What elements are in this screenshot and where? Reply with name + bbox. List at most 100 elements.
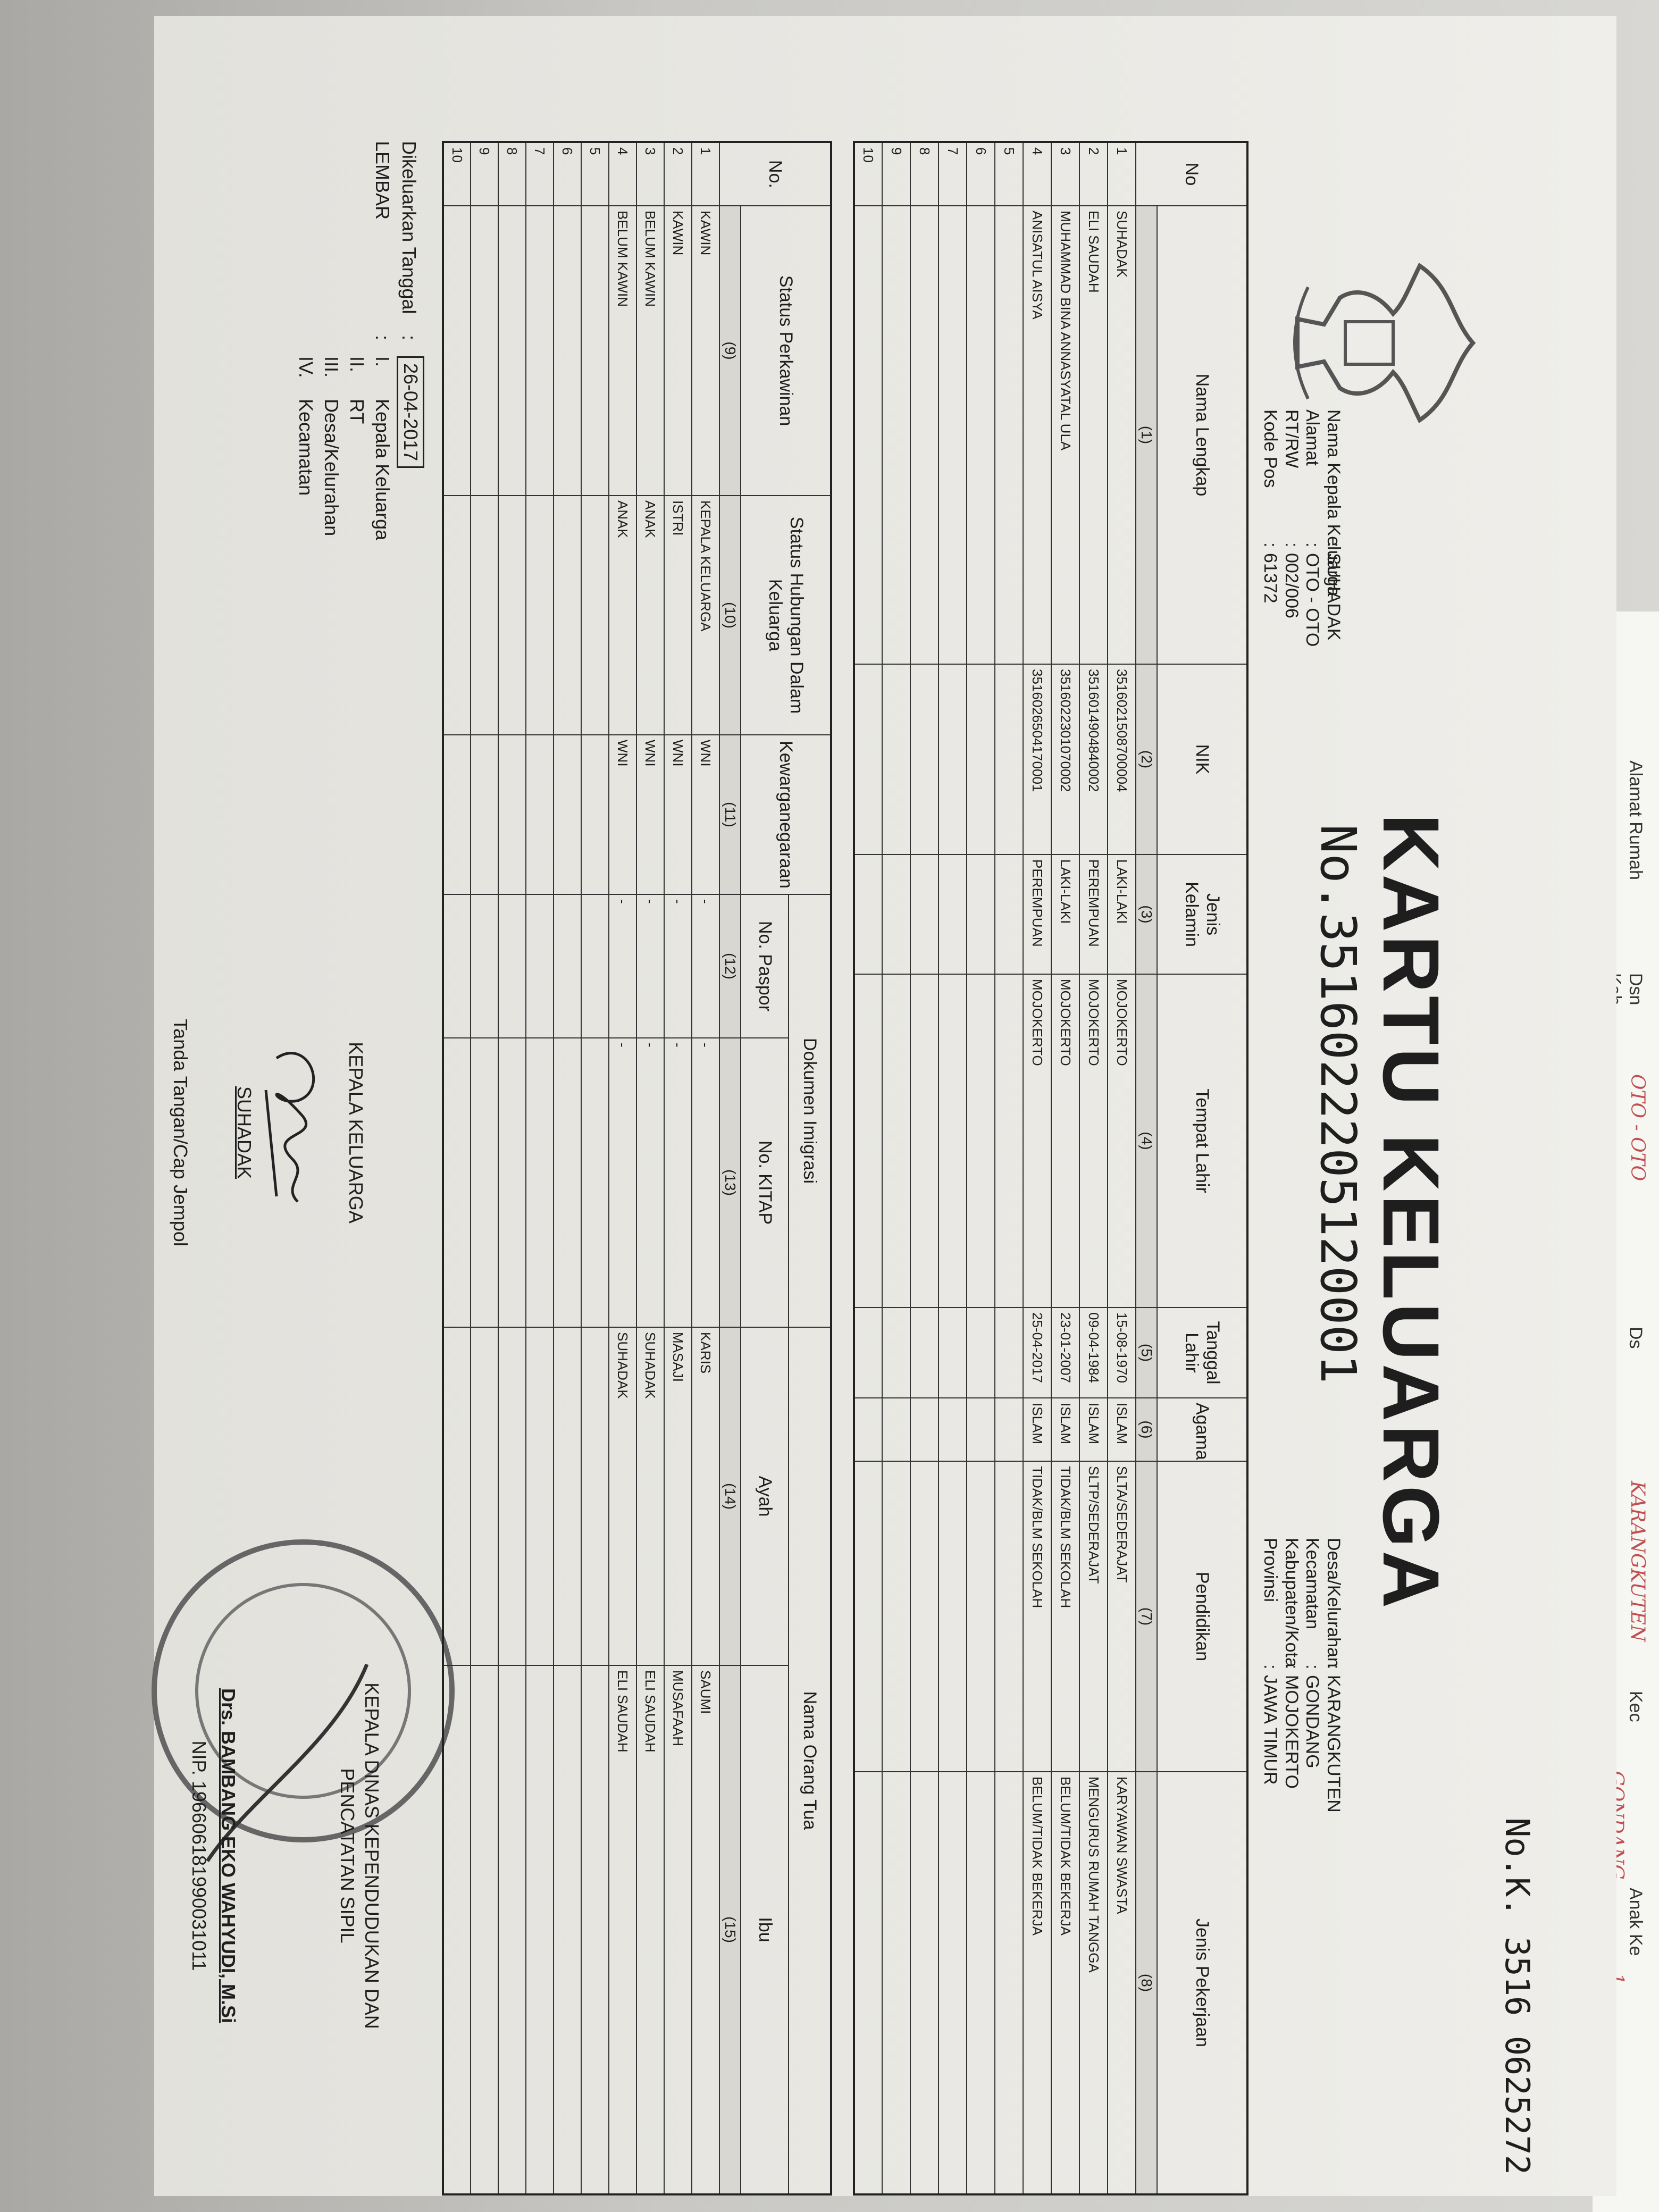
table-row: 7 — [526, 142, 554, 2195]
table-row: 10 — [854, 142, 882, 2194]
table-row: 10 — [443, 142, 471, 2195]
table-cell: MASAJI — [664, 1327, 692, 1666]
official-title: PENCATATAN SIPIL — [337, 1768, 358, 1943]
table-cell: 3516022301070002 — [1051, 664, 1079, 854]
official-title: KEPALA DINAS KEPENDUDUKAN DAN — [361, 1682, 383, 2029]
column-subheader: No. KITAP — [741, 1038, 789, 1328]
column-number: (15) — [719, 1665, 741, 2195]
form-value: KARANGKUTEN — [1627, 1481, 1648, 1642]
table-cell — [526, 1665, 554, 2195]
column-header: Nama Lengkap — [1157, 206, 1247, 664]
table-cell: 3516014904840002 — [1079, 664, 1108, 854]
table-cell — [995, 664, 1023, 854]
column-number: (11) — [719, 735, 741, 894]
table-cell: TIDAK/BLM SEKOLAH — [1051, 1461, 1079, 1772]
table-cell — [882, 664, 910, 854]
table-cell: PEREMPUAN — [1079, 854, 1108, 974]
table-cell: MOJOKERTO — [1108, 974, 1136, 1308]
table-cell — [581, 496, 609, 735]
table-cell: 8 — [910, 142, 939, 206]
table-cell — [939, 1398, 967, 1461]
table-cell: ISLAM — [1108, 1398, 1136, 1461]
table-cell — [854, 1308, 882, 1398]
table-cell: ELI SAUDAH — [1079, 206, 1108, 664]
table-row: 2 KAWIN ISTRI WNI - - MASAJI MUSAFAAH — [664, 142, 692, 2195]
table-cell: WNI — [692, 735, 719, 894]
table-cell — [910, 1461, 939, 1772]
table-cell — [443, 206, 471, 496]
table-cell — [471, 496, 498, 735]
info-separator: : — [1302, 542, 1322, 548]
table-cell — [967, 1308, 995, 1398]
group-header: Dokumen Imigrasi — [789, 894, 831, 1328]
table-cell — [910, 1772, 939, 2194]
table-row: 1 SUHADAK 3516021508700004 LAKI-LAKI MOJOKER… — [1108, 142, 1136, 2194]
table-cell — [443, 894, 471, 1038]
table-cell — [854, 1772, 882, 2194]
table-cell — [581, 1038, 609, 1328]
table-cell: 5 — [995, 142, 1023, 206]
table-cell: SLTA/SEDERAJAT — [1108, 1461, 1136, 1772]
table-cell — [471, 206, 498, 496]
column-number: (14) — [719, 1327, 741, 1666]
table-cell — [554, 206, 581, 496]
column-number: (1) — [1136, 206, 1157, 664]
table-row: 8 — [910, 142, 939, 2194]
table-cell: ANAK — [609, 496, 636, 735]
table-cell — [581, 1327, 609, 1666]
table-row: 3 MUHAMMAD BINA ANNASYATAL ULA 35160223010… — [1051, 142, 1079, 2194]
issued-date: 26-04-2017 — [397, 356, 424, 468]
table-cell: ISTRI — [664, 496, 692, 735]
table-cell: 2 — [1079, 142, 1108, 206]
info-label: Alamat — [1302, 409, 1322, 466]
column-header: Jenis Kelamin — [1157, 854, 1247, 974]
table-cell: MOJOKERTO — [1051, 974, 1079, 1308]
table-cell — [967, 664, 995, 854]
table-cell: ANISATUL AISYA — [1023, 206, 1051, 664]
table-cell: BELUM KAWIN — [609, 206, 636, 496]
column-header: No — [1136, 142, 1247, 206]
lembar-label: LEMBAR — [372, 141, 393, 220]
table-cell: KARIS — [692, 1327, 719, 1666]
info-label: Kabupaten/Kota — [1281, 1538, 1302, 1668]
table-cell — [939, 974, 967, 1308]
group-header: Nama Orang Tua — [789, 1327, 831, 2195]
table-cell — [854, 854, 882, 974]
table-cell: 1 — [1108, 142, 1136, 206]
column-number: (6) — [1136, 1398, 1157, 1461]
info-value: KARANGKUTEN — [1323, 1675, 1344, 1813]
table-cell — [967, 974, 995, 1308]
column-number: (5) — [1136, 1308, 1157, 1398]
form-label: Ds — [1626, 1327, 1646, 1349]
table-cell: 9 — [471, 142, 498, 206]
table-cell: 6 — [967, 142, 995, 206]
table-row: 8 — [498, 142, 526, 2195]
table-cell — [554, 735, 581, 894]
column-number: (9) — [719, 206, 741, 496]
form-value: OTO - OTO — [1627, 1074, 1648, 1182]
table-cell: 3 — [1051, 142, 1079, 206]
table-cell — [967, 1398, 995, 1461]
column-subheader: Ibu — [741, 1665, 789, 2195]
column-header: Kewarganegaraan — [741, 735, 831, 894]
column-number-row: (1) (2) (3) (4) (5) (6) (7) (8) — [1136, 142, 1157, 2194]
table-cell — [939, 1461, 967, 1772]
table-cell — [854, 664, 882, 854]
column-subheader: Ayah — [741, 1327, 789, 1666]
column-header: Status Perkawinan — [741, 206, 831, 496]
table-cell — [910, 664, 939, 854]
official-name: Drs. BAMBANG EKO WAHYUDI, M.Si — [217, 1688, 239, 2024]
table-cell — [443, 496, 471, 735]
column-header: Tempat Lahir — [1157, 974, 1247, 1308]
table-cell — [882, 974, 910, 1308]
table-cell — [554, 1038, 581, 1328]
table-cell: 23-01-2007 — [1051, 1308, 1079, 1398]
table-cell: 8 — [498, 142, 526, 206]
table-cell — [443, 1665, 471, 2195]
table-cell: 15-08-1970 — [1108, 1308, 1136, 1398]
table-row: 4 BELUM KAWIN ANAK WNI - - SUHADAK ELI SAUDAH — [609, 142, 636, 2195]
issued-separator: : — [398, 335, 420, 341]
table-cell — [554, 496, 581, 735]
table-cell — [882, 1398, 910, 1461]
info-label: Desa/Kelurahan — [1323, 1538, 1344, 1668]
